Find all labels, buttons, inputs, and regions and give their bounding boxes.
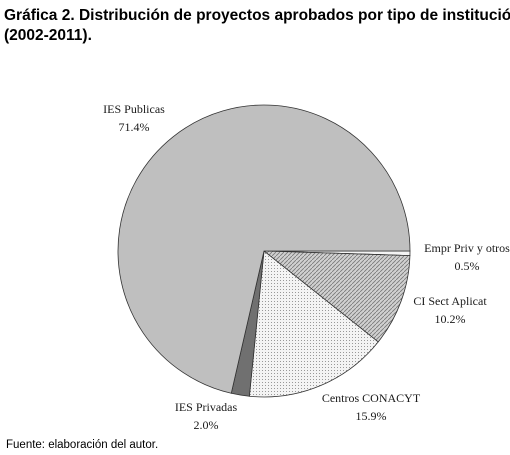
- pie-labels: Empr Priv y otros 0.5% CI Sect Aplicat 1…: [103, 102, 510, 432]
- label-ies-publicas: IES Publicas: [103, 102, 165, 116]
- source-note: Fuente: elaboración del autor.: [6, 439, 159, 451]
- label-ci-sect: CI Sect Aplicat: [413, 294, 487, 308]
- value-empr-priv: 0.5%: [455, 259, 480, 273]
- slice-centros-conacyt: [248, 250, 379, 398]
- value-centros-conacyt: 15.9%: [356, 409, 387, 423]
- label-ies-privadas: IES Privadas: [175, 400, 238, 414]
- label-empr-priv: Empr Priv y otros: [424, 241, 510, 255]
- chart-title-line2: (2002-2011).: [4, 27, 92, 44]
- value-ci-sect: 10.2%: [435, 312, 466, 326]
- chart-title: Gráfica 2. Distribución de proyectos apr…: [4, 6, 510, 46]
- value-ies-publicas: 71.4%: [119, 120, 150, 134]
- pie-slices: [117, 104, 411, 398]
- slice-ci-sect: [262, 250, 411, 343]
- slice-ies-publicas: [117, 104, 411, 394]
- chart-title-line1: Gráfica 2. Distribución de proyectos apr…: [4, 7, 510, 24]
- value-ies-privadas: 2.0%: [194, 418, 219, 432]
- label-centros-conacyt: Centros CONACYT: [322, 391, 421, 405]
